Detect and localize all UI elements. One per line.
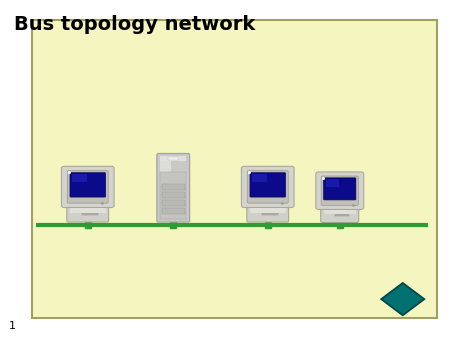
Bar [162,184,184,190]
FancyBboxPatch shape [316,172,364,210]
Text: 1: 1 [9,321,16,331]
Bar [162,200,184,206]
FancyBboxPatch shape [324,178,356,200]
Bar [162,208,184,214]
Bar [162,192,184,198]
FancyBboxPatch shape [61,166,114,208]
Bar [250,208,285,213]
Bar [168,156,178,160]
FancyBboxPatch shape [248,171,288,203]
Bar [161,158,171,217]
FancyBboxPatch shape [72,174,87,183]
Bar [82,213,98,215]
Bar [335,214,349,216]
Bar [70,208,105,213]
FancyBboxPatch shape [68,171,108,203]
Text: Bus topology network: Bus topology network [14,15,255,34]
FancyBboxPatch shape [70,173,106,197]
FancyBboxPatch shape [157,153,190,222]
FancyBboxPatch shape [241,166,294,208]
Bar [161,156,186,162]
Bar [262,213,278,215]
Bar [324,210,356,214]
FancyBboxPatch shape [247,206,288,222]
Polygon shape [381,283,424,315]
FancyBboxPatch shape [321,208,359,222]
FancyBboxPatch shape [326,179,339,187]
FancyBboxPatch shape [32,20,436,318]
Bar [161,172,186,219]
FancyBboxPatch shape [252,174,267,183]
FancyBboxPatch shape [321,176,358,206]
FancyBboxPatch shape [250,173,285,197]
FancyBboxPatch shape [67,206,109,222]
